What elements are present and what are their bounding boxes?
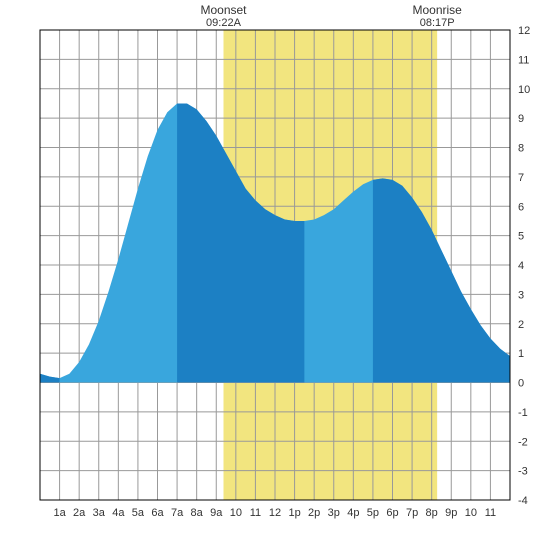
y-tick-label: 9 [518, 113, 524, 125]
x-tick-label: 2a [73, 507, 86, 519]
annotation-time: 08:17P [420, 17, 455, 29]
x-tick-label: 7a [171, 507, 184, 519]
y-tick-label: -4 [518, 495, 528, 507]
x-tick-label: 5a [132, 507, 145, 519]
y-tick-label: -3 [518, 466, 528, 478]
x-tick-label: 10 [230, 507, 242, 519]
y-tick-label: -1 [518, 407, 528, 419]
x-tick-label: 1a [53, 507, 66, 519]
y-tick-label: 8 [518, 143, 524, 155]
x-tick-label: 3p [328, 507, 340, 519]
y-tick-label: 2 [518, 319, 524, 331]
x-tick-label: 6a [151, 507, 164, 519]
y-tick-label: 12 [518, 25, 530, 37]
y-tick-label: 6 [518, 201, 524, 213]
annotation-title: Moonrise [412, 3, 462, 17]
y-tick-label: 10 [518, 84, 530, 96]
x-tick-label: 3a [93, 507, 106, 519]
x-tick-label: 8a [191, 507, 204, 519]
x-tick-label: 9a [210, 507, 223, 519]
y-tick-label: 1 [518, 348, 524, 360]
x-tick-label: 6p [386, 507, 398, 519]
y-tick-label: 0 [518, 378, 524, 390]
x-tick-label: 2p [308, 507, 320, 519]
annotation-time: 09:22A [206, 17, 242, 29]
x-tick-label: 11 [485, 507, 496, 519]
chart-svg: 1a2a3a4a5a6a7a8a9a1011121p2p3p4p5p6p7p8p… [0, 0, 550, 550]
x-tick-label: 4p [347, 507, 359, 519]
x-tick-label: 10 [465, 507, 477, 519]
y-tick-label: 11 [518, 54, 529, 66]
x-tick-label: 11 [250, 507, 261, 519]
x-tick-label: 4a [112, 507, 125, 519]
y-tick-label: 7 [518, 172, 524, 184]
y-tick-label: 3 [518, 289, 524, 301]
x-tick-label: 9p [445, 507, 457, 519]
x-tick-label: 1p [288, 507, 300, 519]
tide-chart: 1a2a3a4a5a6a7a8a9a1011121p2p3p4p5p6p7p8p… [0, 0, 550, 550]
x-tick-label: 5p [367, 507, 379, 519]
x-tick-label: 12 [269, 507, 281, 519]
y-tick-label: 5 [518, 231, 524, 243]
y-tick-label: 4 [518, 260, 524, 272]
x-tick-label: 8p [426, 507, 438, 519]
x-tick-label: 7p [406, 507, 418, 519]
annotation-title: Moonset [200, 3, 247, 17]
y-tick-label: -2 [518, 436, 528, 448]
